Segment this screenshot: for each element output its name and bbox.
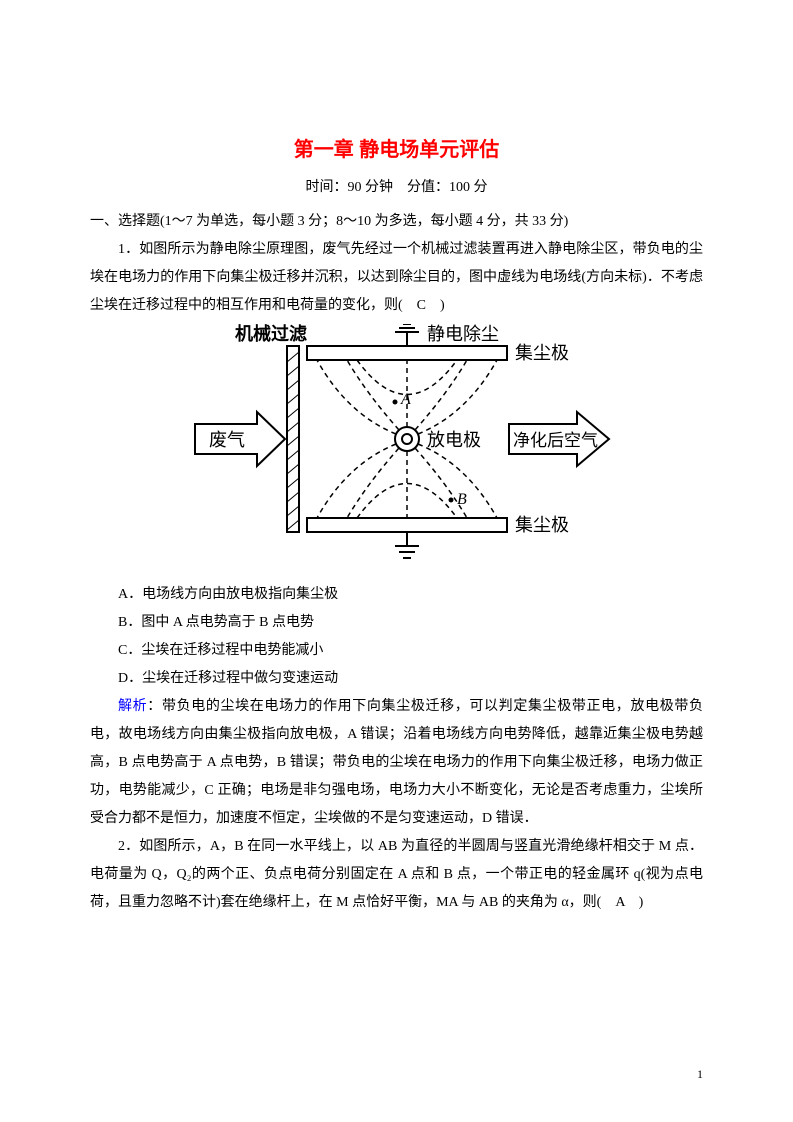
analysis-label: 解析 [118,699,147,714]
label-discharge: 放电极 [427,430,481,450]
q1-diagram: 集尘极 机械过滤 静电除尘 集尘极 [90,324,703,575]
page-number: 1 [697,1067,703,1082]
label-point-a: A [400,391,411,408]
label-point-b: B [457,491,467,508]
label-mech-filter: 机械过滤 [235,324,307,344]
section-heading: 一、选择题(1～7 为单选，每小题 3 分；8～10 为多选，每小题 4 分，共… [90,208,703,236]
analysis-text: ：带负电的尘埃在电场力的作用下向集尘极迁移，可以判定集尘极带正电，放电极带负电，… [90,699,703,826]
electrostatic-precipitator-diagram: 集尘极 机械过滤 静电除尘 集尘极 [177,324,617,564]
label-collector-bottom: 集尘极 [515,515,569,535]
q2-stem: 2．如图所示，A，B 在同一水平线上，以 AB 为直径的半圆周与竖直光滑绝缘杆相… [90,833,703,917]
q1-stem: 1．如图所示为静电除尘原理图，废气先经过一个机械过滤装置再进入静电除尘区，带负电… [90,236,703,320]
q1-option-d: D．尘埃在迁移过程中做匀变速运动 [90,665,703,693]
q1-option-c: C．尘埃在迁移过程中电势能减小 [90,637,703,665]
time-score-line: 时间：90 分钟 分值：100 分 [90,174,703,202]
page-content: 第一章 静电场单元评估 时间：90 分钟 分值：100 分 一、选择题(1～7 … [0,0,793,957]
label-collector-top: 集尘极 [515,343,569,363]
chapter-title: 第一章 静电场单元评估 [90,130,703,170]
label-exhaust: 废气 [209,430,245,450]
label-electro-dust: 静电除尘 [427,324,499,344]
q1-analysis: 解析：带负电的尘埃在电场力的作用下向集尘极迁移，可以判定集尘极带正电，放电极带负… [90,693,703,833]
label-purified: 净化后空气 [513,431,598,450]
q1-option-b: B．图中 A 点电势高于 B 点电势 [90,609,703,637]
q1-option-a: A．电场线方向由放电极指向集尘极 [90,581,703,609]
